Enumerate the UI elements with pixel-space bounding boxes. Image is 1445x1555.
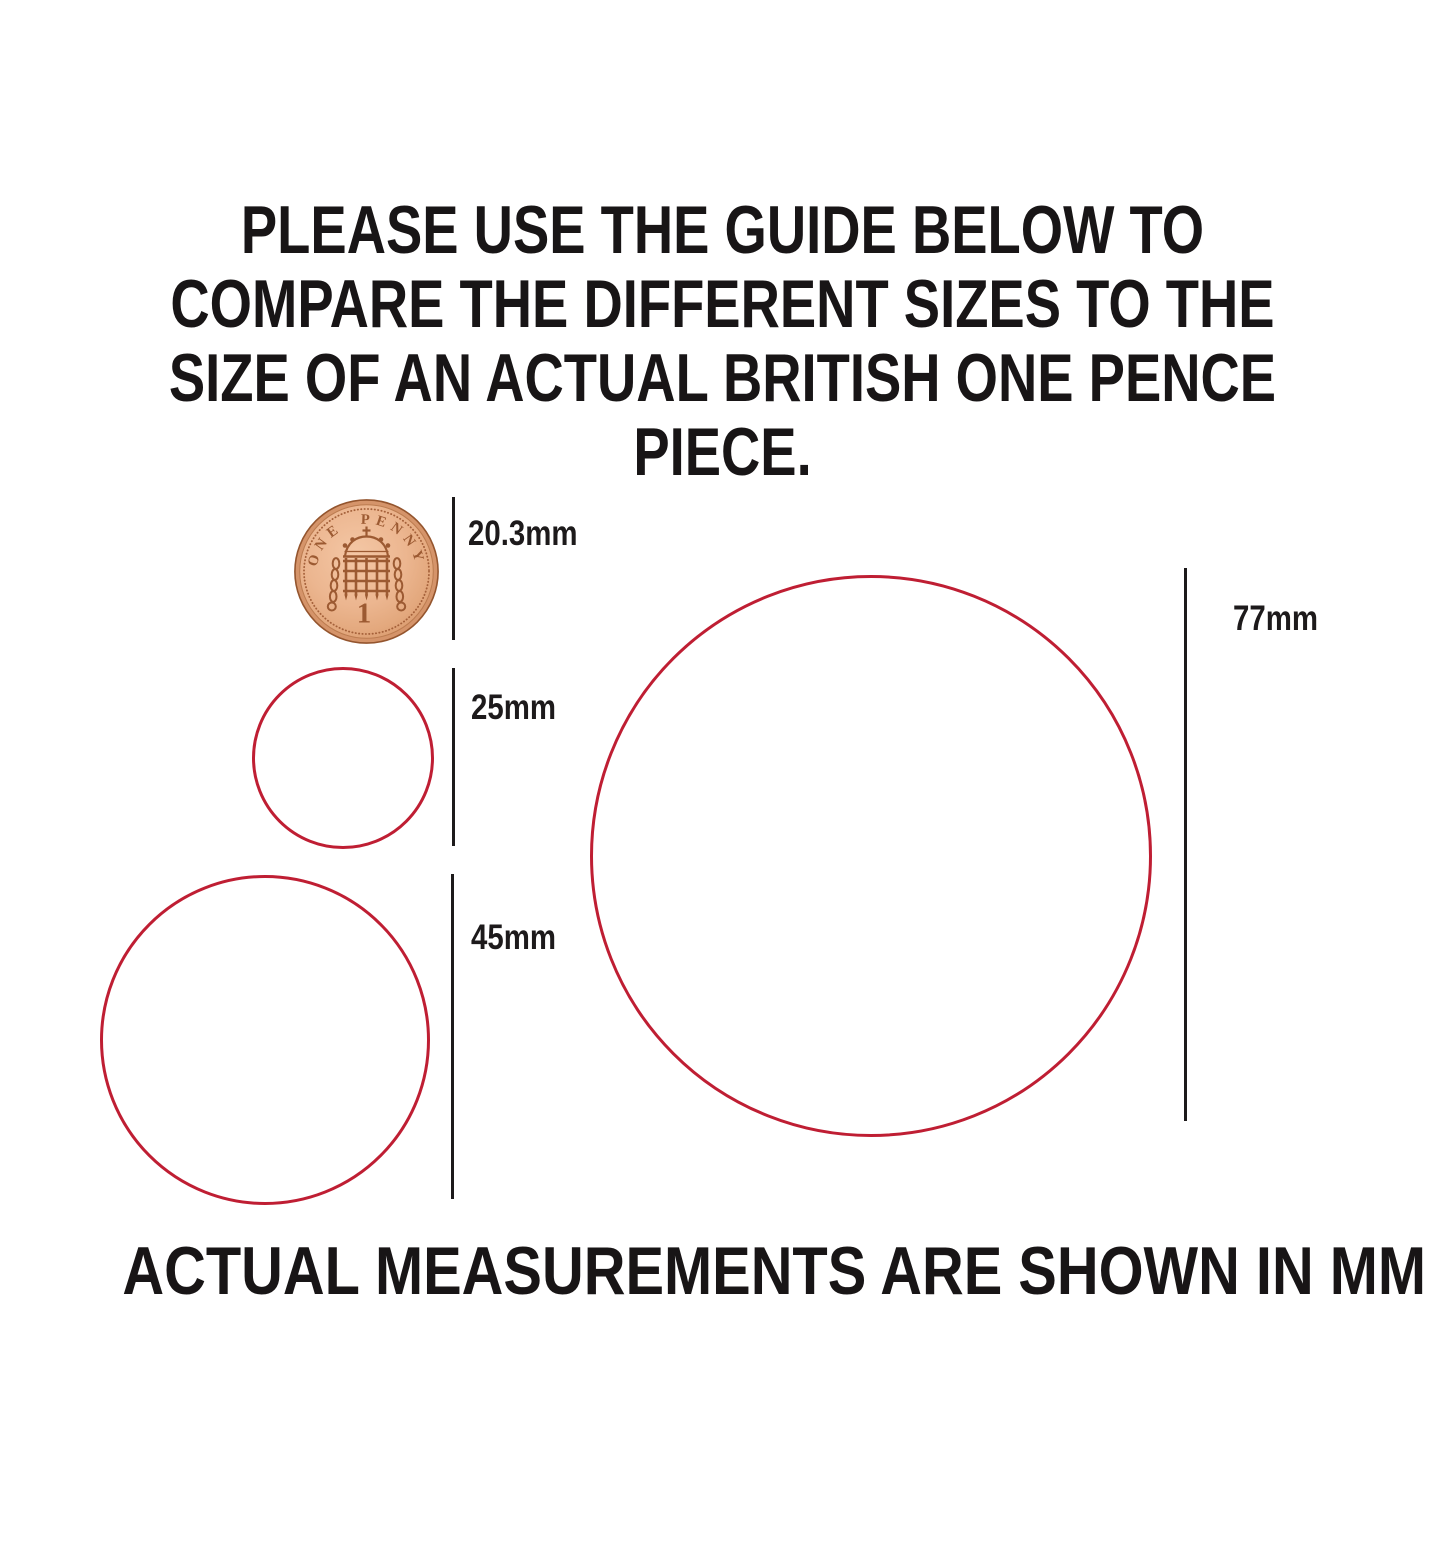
portcullis-chains: [326, 557, 407, 612]
portcullis-emblem: [326, 526, 407, 612]
coin-denomination: 1: [357, 598, 372, 630]
coin-beaded-ring: [303, 508, 430, 635]
portcullis-grid: [343, 558, 390, 595]
penny-coin-image: ONE PENNY: [294, 499, 439, 644]
portcullis-spikes: [344, 594, 389, 601]
size-label-20mm: 20.3mm: [468, 514, 578, 553]
size-circle-25mm: [252, 667, 434, 849]
measure-line-20mm: [452, 497, 455, 640]
title-line-2: COMPARE THE DIFFERENT SIZES TO THE: [170, 266, 1275, 342]
title-line-4: PIECE.: [633, 414, 812, 490]
size-circle-77mm: [590, 575, 1152, 1137]
size-label-25mm: 25mm: [471, 688, 556, 727]
measure-line-77mm: [1184, 568, 1187, 1121]
title-line-1: PLEASE USE THE GUIDE BELOW TO: [240, 192, 1205, 268]
title-line-3: SIZE OF AN ACTUAL BRITISH ONE PENCE: [168, 340, 1277, 416]
size-label-45mm: 45mm: [471, 918, 556, 957]
measure-line-25mm: [452, 668, 455, 846]
size-label-77mm: 77mm: [1233, 599, 1318, 638]
footer-note: ACTUAL MEASUREMENTS ARE SHOWN IN MM: [122, 1233, 1427, 1309]
measure-line-45mm: [451, 874, 454, 1199]
crown-pearls: [342, 537, 391, 548]
size-circle-45mm: [100, 875, 430, 1205]
page-title: PLEASE USE THE GUIDE BELOW TO COMPARE TH…: [0, 193, 1445, 489]
